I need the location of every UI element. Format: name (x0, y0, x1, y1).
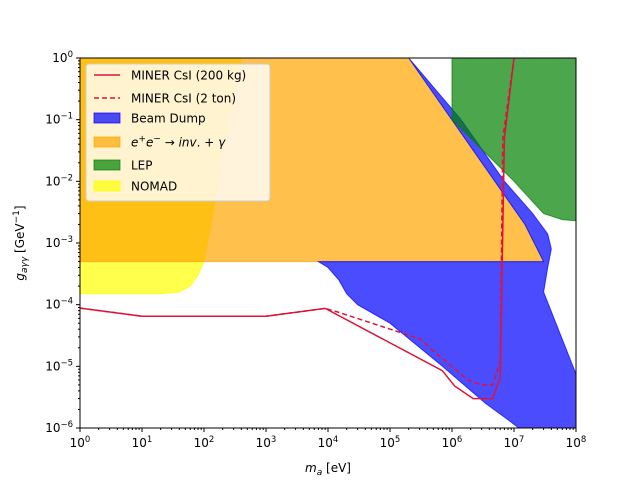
y-tick-label: 100 (52, 50, 73, 65)
legend-box (85, 63, 271, 202)
x-axis-label: ma [eV] (305, 461, 351, 478)
x-tick-label: 102 (194, 435, 215, 450)
x-ticks: 100 101 102 103 104 105 106 107 108 (70, 428, 587, 450)
series-line-miner-csi-2-ton (80, 58, 515, 386)
x-tick-label: 104 (318, 435, 339, 450)
y-tick-label: 10−6 (45, 420, 73, 435)
x-tick-label: 107 (504, 435, 525, 450)
y-axis-label: gaγγ [GeV−1] (12, 205, 30, 280)
legend-label-lep: LEP (131, 159, 153, 173)
legend-label-miner-2ton: MINER CsI (2 ton) (131, 92, 236, 106)
y-ticks: 10−6 10−5 10−4 10−3 10−2 10−1 100 (45, 50, 80, 435)
legend-swatch-nomad (93, 180, 121, 192)
legend-label-miner-200kg: MINER CsI (200 kg) (131, 69, 246, 83)
x-tick-label: 100 (70, 435, 91, 450)
lines-layer (80, 58, 515, 400)
x-tick-label: 108 (566, 435, 587, 450)
x-tick-label: 103 (256, 435, 277, 450)
y-tick-label: 10−4 (45, 297, 73, 312)
y-tick-label: 10−3 (45, 235, 73, 250)
x-tick-label: 105 (380, 435, 401, 450)
y-tick-label: 10−1 (45, 112, 73, 127)
y-tick-label: 10−5 (45, 358, 73, 373)
legend-swatch-beam-dump (93, 112, 121, 124)
legend-label-beam-dump: Beam Dump (131, 112, 206, 126)
legend-label-nomad: NOMAD (131, 180, 177, 194)
legend-swatch-lep (93, 159, 121, 171)
region-lep (451, 58, 576, 222)
y-tick-label: 10−2 (45, 173, 73, 188)
region-beam-dump (316, 58, 576, 428)
x-tick-label: 106 (442, 435, 463, 450)
x-tick-label: 101 (132, 435, 153, 450)
legend: MINER CsI (200 kg) MINER CsI (2 ton) Bea… (85, 63, 271, 202)
legend-label-ee-inv: e+e− → inv. + γ (131, 135, 226, 150)
legend-swatch-ee-inv (93, 136, 121, 148)
